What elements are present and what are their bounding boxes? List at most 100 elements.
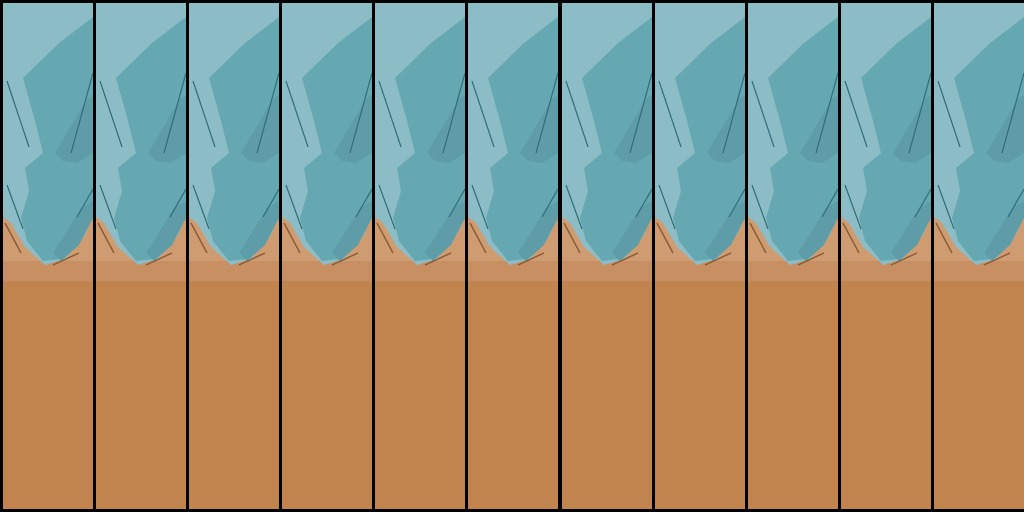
frame-3 xyxy=(189,3,279,509)
sand-edge-shadow xyxy=(190,222,208,254)
sand-edge-shadow xyxy=(4,222,22,254)
ice-crack-line xyxy=(99,184,117,230)
sand-edge-shadow xyxy=(890,252,918,266)
ice-face xyxy=(114,17,186,261)
ice-crack-line xyxy=(815,72,838,154)
ice-crack-line xyxy=(728,188,745,218)
sand-edge-shadow xyxy=(145,252,173,266)
ice-crack-line xyxy=(6,80,30,148)
sand-edge-shadow xyxy=(563,222,581,254)
frame-1 xyxy=(3,3,93,509)
sand-edge-shadow xyxy=(842,222,860,254)
ice-crack-line xyxy=(192,80,216,148)
sand-edge-shadow xyxy=(376,222,394,254)
ice-crack-line xyxy=(821,188,838,218)
ice-crack-line xyxy=(471,184,489,230)
sand-edge-shadow xyxy=(469,222,487,254)
ice-shadow-facet xyxy=(520,95,558,163)
ice-crack-line xyxy=(751,80,775,148)
sand-edge-shadow xyxy=(749,222,767,254)
sand-edge-shadow xyxy=(97,222,115,254)
ice-crack-line xyxy=(192,184,210,230)
ice-crack-line xyxy=(355,188,372,218)
ice-shadow-facet xyxy=(148,95,186,163)
ice-shadow-facet xyxy=(241,95,279,163)
ice-shadow-facet xyxy=(239,201,279,261)
ice-crack-line xyxy=(70,72,93,154)
frame-4 xyxy=(282,3,372,509)
ice-shadow-facet xyxy=(798,201,838,261)
ice-shadow-facet xyxy=(518,201,558,261)
ice-crack-line xyxy=(1007,188,1024,218)
frame-5 xyxy=(375,3,465,509)
ice-shadow-facet xyxy=(891,201,931,261)
ice-shadow-facet xyxy=(425,201,465,261)
ice-crack-line xyxy=(99,80,123,148)
ice-crack-line xyxy=(541,188,558,218)
ice-crack-line xyxy=(1001,72,1024,154)
ice-face xyxy=(21,17,93,261)
ice-shadow-facet xyxy=(332,201,372,261)
ice-crack-line xyxy=(378,80,402,148)
ice-shadow-facet xyxy=(146,201,186,261)
sand-edge-shadow xyxy=(283,222,301,254)
ice-face xyxy=(486,17,558,261)
sand-edge-shadow xyxy=(331,252,359,266)
ice-crack-line xyxy=(448,188,465,218)
ice-crack-line xyxy=(722,72,745,154)
ice-crack-line xyxy=(908,72,931,154)
ice-face xyxy=(952,17,1024,261)
ice-shadow-facet xyxy=(984,201,1024,261)
ice-crack-line xyxy=(658,80,682,148)
ice-crack-line xyxy=(535,72,558,154)
ice-crack-line xyxy=(256,72,279,154)
sand-dither-band xyxy=(655,261,745,281)
ice-shadow-facet xyxy=(427,95,465,163)
frame-2 xyxy=(96,3,186,509)
sand-dither-band xyxy=(3,261,93,281)
ice-shadow-facet xyxy=(612,201,652,261)
ice-crack-line xyxy=(658,184,676,230)
ice-crack-line xyxy=(6,184,24,230)
frame-10 xyxy=(841,3,931,509)
ice-crack-line xyxy=(844,184,862,230)
sand-dither-band xyxy=(562,261,652,281)
ice-face xyxy=(859,17,931,261)
sand-edge-shadow xyxy=(935,222,953,254)
sand-dither-band xyxy=(468,261,558,281)
frame-6 xyxy=(468,3,558,509)
ice-crack-line xyxy=(751,184,769,230)
sand-edge-shadow xyxy=(611,252,639,266)
ice-crack-line xyxy=(442,72,465,154)
ice-face xyxy=(580,17,652,261)
ice-crack-line xyxy=(163,72,186,154)
sand-edge-shadow xyxy=(797,252,825,266)
ice-shadow-facet xyxy=(705,201,745,261)
frame-8 xyxy=(655,3,745,509)
sand-dither-band xyxy=(748,261,838,281)
sand-edge-shadow xyxy=(517,252,545,266)
ice-crack-line xyxy=(349,72,372,154)
ice-crack-line xyxy=(169,188,186,218)
frame-7 xyxy=(562,3,652,509)
ice-shadow-facet xyxy=(53,201,93,261)
frame-9 xyxy=(748,3,838,509)
sand-edge-shadow xyxy=(656,222,674,254)
ice-shadow-facet xyxy=(800,95,838,163)
sand-dither-band xyxy=(375,261,465,281)
ice-crack-line xyxy=(285,184,303,230)
ice-face xyxy=(393,17,465,261)
ice-crack-line xyxy=(76,188,93,218)
ice-shadow-facet xyxy=(893,95,931,163)
ice-shadow-facet xyxy=(707,95,745,163)
ice-crack-line xyxy=(471,80,495,148)
sand-dither-band xyxy=(96,261,186,281)
ice-crack-line xyxy=(285,80,309,148)
ice-crack-line xyxy=(844,80,868,148)
ice-face xyxy=(207,17,279,261)
ice-shadow-facet xyxy=(614,95,652,163)
ice-shadow-facet xyxy=(334,95,372,163)
ice-face xyxy=(766,17,838,261)
ice-face xyxy=(673,17,745,261)
